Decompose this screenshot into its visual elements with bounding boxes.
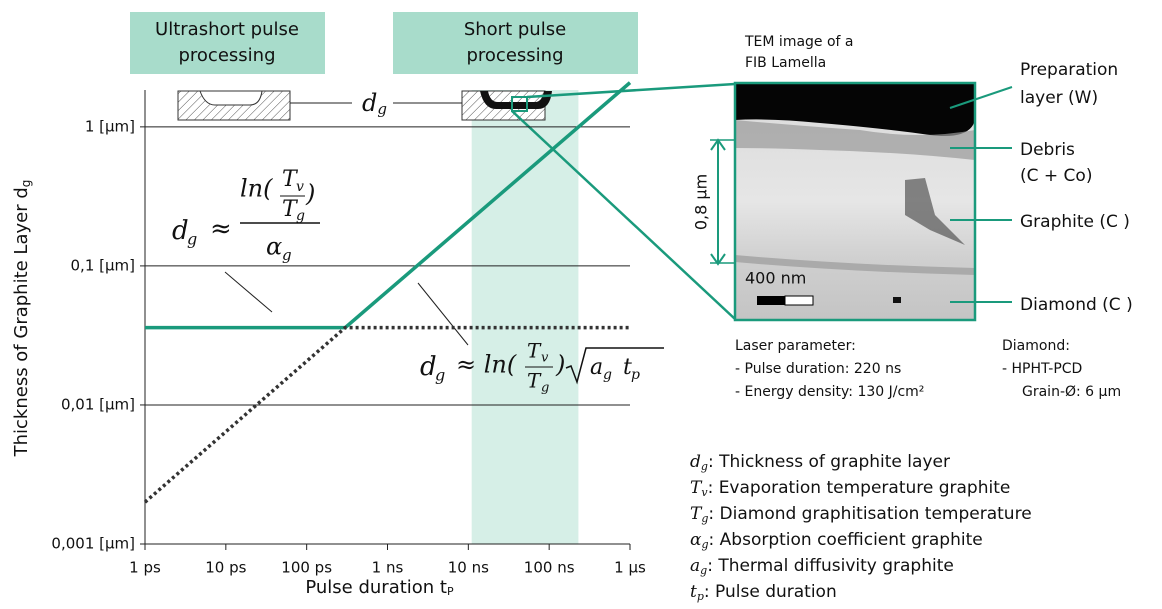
legend-entry: ag: Thermal diffusivity graphite — [690, 556, 954, 578]
formula-token: p — [631, 367, 640, 383]
x-tick-label: 100 ps — [281, 559, 332, 577]
formula-token: α — [266, 233, 282, 261]
scale-bar-label: 400 nm — [745, 269, 806, 288]
scale-bar — [785, 296, 813, 305]
region-title: Short pulse — [464, 19, 566, 40]
legend-symbol: α — [690, 530, 702, 550]
diamond-param: Grain-Ø: 6 µm — [1022, 384, 1121, 400]
x-tick-label: 10 ns — [448, 559, 489, 577]
leader-line — [418, 283, 468, 345]
scale-bar — [757, 296, 785, 305]
laser-param: - Energy density: 130 J/cm² — [735, 384, 924, 400]
legend-text: : Diamond graphitisation temperature — [708, 504, 1031, 524]
formula-token: ) — [305, 180, 315, 208]
legend-entry: dg: Thickness of graphite layer — [690, 452, 950, 474]
formula-token: ) — [555, 351, 565, 379]
x-tick-label: 1 ns — [372, 559, 404, 577]
x-tick-label: 1 µs — [614, 559, 646, 577]
tem-title: TEM image of a — [744, 34, 854, 50]
x-tick-label: 10 ps — [205, 559, 246, 577]
y-tick-label: 0,001 [µm] — [51, 535, 135, 553]
legend-text: : Thickness of graphite layer — [708, 452, 950, 472]
formula-token: g — [603, 367, 612, 383]
y-axis-label-text: Thickness of Graphite Layer d — [11, 187, 32, 457]
scale-height: 0,8 µm — [692, 174, 711, 230]
formula-token: T — [527, 339, 542, 363]
tem-label: Debris — [1020, 140, 1075, 160]
legend-entry: αg: Absorption coefficient graphite — [690, 530, 983, 552]
diamond-param: Diamond: — [1002, 338, 1070, 354]
region-title: Ultrashort pulse — [155, 19, 299, 40]
legend-entry: tp: Pulse duration — [690, 582, 837, 604]
formula-token: a — [590, 355, 603, 380]
formula-token: g — [282, 246, 292, 264]
figure: Ultrashort pulse processing Short pulse … — [0, 0, 1162, 609]
tem-label: Preparation — [1020, 60, 1118, 80]
formula-token: T — [527, 369, 542, 393]
legend-text: : Pulse duration — [704, 582, 837, 602]
y-tick-label: 0,01 [µm] — [61, 395, 135, 413]
legend-symbol: d — [690, 452, 701, 472]
legend-text: : Thermal diffusivity graphite — [707, 556, 954, 576]
laser-param: Laser parameter: — [735, 338, 856, 354]
crater — [200, 91, 262, 105]
formula-token: ≈ — [210, 214, 232, 244]
legend-text: : Absorption coefficient graphite — [709, 530, 983, 550]
formula-token: g — [435, 366, 445, 385]
legend-entry: Tg: Diamond graphitisation temperature — [690, 504, 1032, 526]
formula-token: g — [296, 208, 305, 224]
tem-label: Diamond (C ) — [1020, 295, 1133, 315]
region-title: processing — [466, 45, 563, 66]
math-main: d — [362, 89, 377, 117]
legend-sub: g — [701, 460, 708, 473]
legend-sub: g — [701, 538, 708, 551]
math-sub: g — [377, 100, 387, 118]
y-axis-label: Thickness of Graphite Layer dg — [11, 180, 33, 458]
formula-token: ≈ ln( — [456, 351, 517, 379]
sqrt-sign — [566, 348, 664, 382]
x-tick-label: 1 ps — [129, 559, 161, 577]
tem-title: FIB Lamella — [745, 55, 826, 71]
y-tick-label: 0,1 [µm] — [71, 256, 135, 274]
x-axis-label: Pulse duration tP — [305, 577, 454, 598]
y-axis-label-sub: g — [19, 180, 33, 188]
tem-label: (C + Co) — [1020, 166, 1092, 186]
formula-token: v — [296, 179, 304, 195]
formula-token: g — [187, 230, 197, 249]
region-title: processing — [178, 45, 275, 66]
legend-entry: Tv: Evaporation temperature graphite — [690, 478, 1010, 500]
leader-line — [225, 272, 272, 312]
formula-token: g — [541, 381, 549, 396]
legend-text: : Evaporation temperature graphite — [708, 478, 1011, 498]
legend-sub: g — [701, 512, 708, 525]
x-tick-label: 100 ns — [524, 559, 575, 577]
legend-symbol: a — [690, 556, 700, 576]
schematic-label: dg — [362, 89, 387, 119]
legend-sub: g — [700, 564, 707, 577]
tem-spot — [893, 297, 901, 303]
x-axis-label-text: Pulse duration t — [305, 577, 447, 598]
formula-token: ln( — [240, 175, 273, 203]
x-axis-label-sub: P — [447, 585, 454, 598]
y-tick-label: 1 [µm] — [85, 117, 135, 135]
diamond-param: - HPHT-PCD — [1002, 361, 1082, 377]
laser-param: - Pulse duration: 220 ns — [735, 361, 901, 377]
formula-token: v — [541, 351, 549, 366]
tem-label: layer (W) — [1020, 88, 1098, 108]
legend-sub: p — [697, 590, 704, 603]
tem-label: Graphite (C ) — [1020, 212, 1130, 232]
